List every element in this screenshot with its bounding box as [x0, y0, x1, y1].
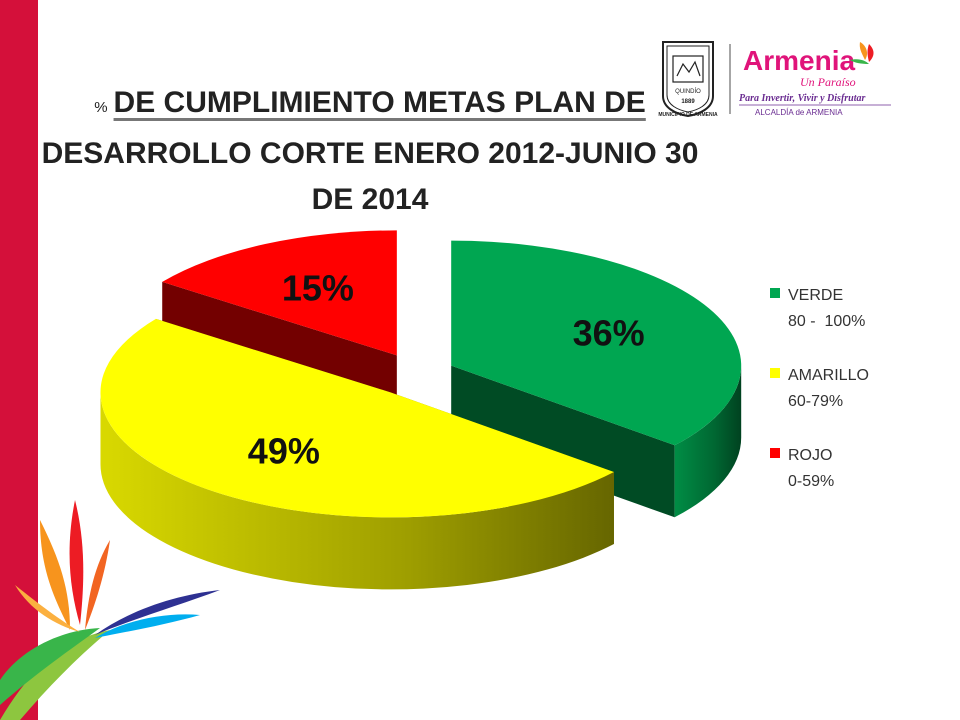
pie-slice-wall — [451, 365, 675, 518]
legend-range: 0-59% — [788, 473, 835, 490]
legend-swatch — [770, 288, 780, 298]
title-line-1: DE CUMPLIMIENTO METAS PLAN DE — [113, 86, 646, 119]
data-label-amarillo: 49% — [248, 431, 320, 472]
pie-slice-side — [100, 392, 614, 590]
bird-of-paradise-flower-decoration — [0, 500, 220, 720]
legend-label: ROJO — [788, 447, 833, 464]
armenia-brand-logo: Armenia Un Paraíso Para Invertir, Vivir … — [739, 42, 891, 117]
legend-item-amarillo: AMARILLO 60-79% — [770, 363, 930, 415]
brand-tagline: Un Paraíso — [800, 75, 856, 89]
seal-text-region: QUINDÍO — [675, 88, 701, 95]
legend-label: AMARILLO — [788, 367, 869, 384]
seal-text-year: 1889 — [681, 99, 695, 105]
legend-range: 80 - 100% — [788, 313, 866, 330]
legend-range: 60-79% — [788, 393, 844, 410]
legend-swatch — [770, 368, 780, 378]
brand-org: ALCALDÍA de ARMENIA — [755, 108, 843, 117]
pie-slice-top — [100, 318, 614, 518]
data-label-verde: 36% — [573, 313, 645, 354]
legend-label: VERDE — [788, 287, 844, 304]
municipality-logos: QUINDÍO 1889 MUNICIPIO DE ARMENIA Armeni… — [658, 41, 891, 118]
chart-legend: VERDE 80 - 100% AMARILLO 60-79% ROJO 0-59% — [770, 283, 930, 523]
title-prefix: % — [94, 99, 108, 116]
title-line-2: DESARROLLO CORTE ENERO 2012-JUNIO 30 — [41, 137, 699, 170]
data-label-rojo: 15% — [282, 268, 354, 309]
legend-swatch — [770, 448, 780, 458]
slide-title: % DE CUMPLIMIENTO METAS PLAN DE DESARROLL… — [20, 80, 720, 223]
pie-slice-verde — [451, 240, 742, 518]
pie-slice-top — [162, 230, 397, 356]
municipal-seal-logo: QUINDÍO 1889 MUNICIPIO DE ARMENIA — [658, 41, 718, 118]
brand-name: Armenia — [743, 45, 855, 76]
legend-item-verde: VERDE 80 - 100% — [770, 283, 930, 335]
title-line-3: DE 2014 — [311, 183, 429, 216]
pie-slice-side — [674, 365, 742, 518]
pie-slice-top — [451, 240, 742, 446]
legend-item-rojo: ROJO 0-59% — [770, 443, 930, 495]
seal-text-municipality: MUNICIPIO DE ARMENIA — [658, 112, 718, 118]
brand-slogan: Para Invertir, Vivir y Disfrutar — [739, 93, 866, 104]
pie-slice-amarillo — [100, 318, 614, 590]
